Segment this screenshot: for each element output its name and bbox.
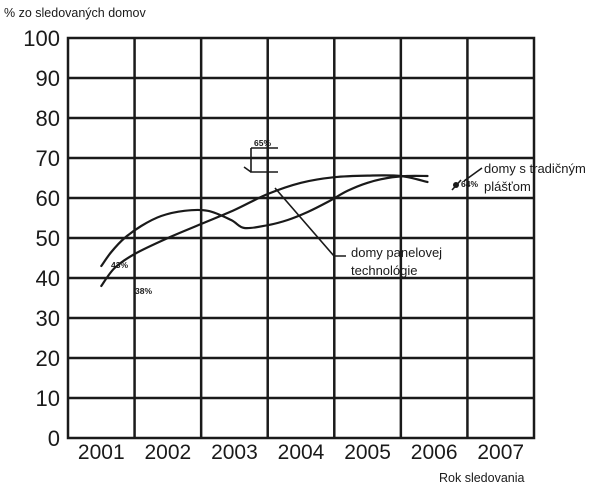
x-tick-label: 2007 <box>477 441 524 464</box>
y-tick-label: 20 <box>36 346 60 371</box>
series-line-panel <box>100 174 429 268</box>
leader-65-bracket <box>250 147 278 173</box>
point-label-65: 65% <box>254 138 271 148</box>
y-tick-label: 100 <box>23 26 60 51</box>
y-tick-label: 70 <box>36 146 60 171</box>
x-tick-label: 2005 <box>344 441 391 464</box>
plot-frame <box>66 36 536 440</box>
point-label-64: 64% <box>461 179 478 189</box>
y-tick-label: 50 <box>36 226 60 251</box>
y-axis-title: % zo sledovaných domov <box>4 6 146 20</box>
y-tick-label: 30 <box>36 306 60 331</box>
x-tick-label: 2006 <box>411 441 458 464</box>
x-tick-label: 2002 <box>144 441 191 464</box>
grid-layer <box>68 38 534 438</box>
x-tick-label: 2003 <box>211 441 258 464</box>
y-tick-label: 0 <box>48 426 60 451</box>
series-label-traditional-2: plášťom <box>484 179 531 194</box>
series-label-panel-2: technológie <box>351 263 418 278</box>
point-label-43: 43% <box>111 260 128 270</box>
annotation-leaders <box>243 147 483 257</box>
series-line-traditional <box>100 174 429 288</box>
y-tick-label: 60 <box>36 186 60 211</box>
y-tick-label: 40 <box>36 266 60 291</box>
series-label-panel-1: domy panelovej <box>351 245 442 260</box>
y-tick-label: 90 <box>36 66 60 91</box>
y-tick-label: 80 <box>36 106 60 131</box>
y-tick-label: 10 <box>36 386 60 411</box>
leader-panel <box>274 187 346 257</box>
x-tick-label: 2001 <box>78 441 125 464</box>
marker-64-dot <box>453 182 459 188</box>
x-axis-title: Rok sledovania <box>439 471 525 485</box>
series-layer <box>100 174 429 288</box>
tick-layer: 0 10 20 30 40 50 60 70 80 90 100 2001 2002 2003 2004 20… <box>23 26 524 464</box>
x-tick-label: 2004 <box>278 441 325 464</box>
point-label-38: 38% <box>135 286 152 296</box>
leader-traditional <box>463 167 483 182</box>
leader-65-tick <box>243 166 252 173</box>
